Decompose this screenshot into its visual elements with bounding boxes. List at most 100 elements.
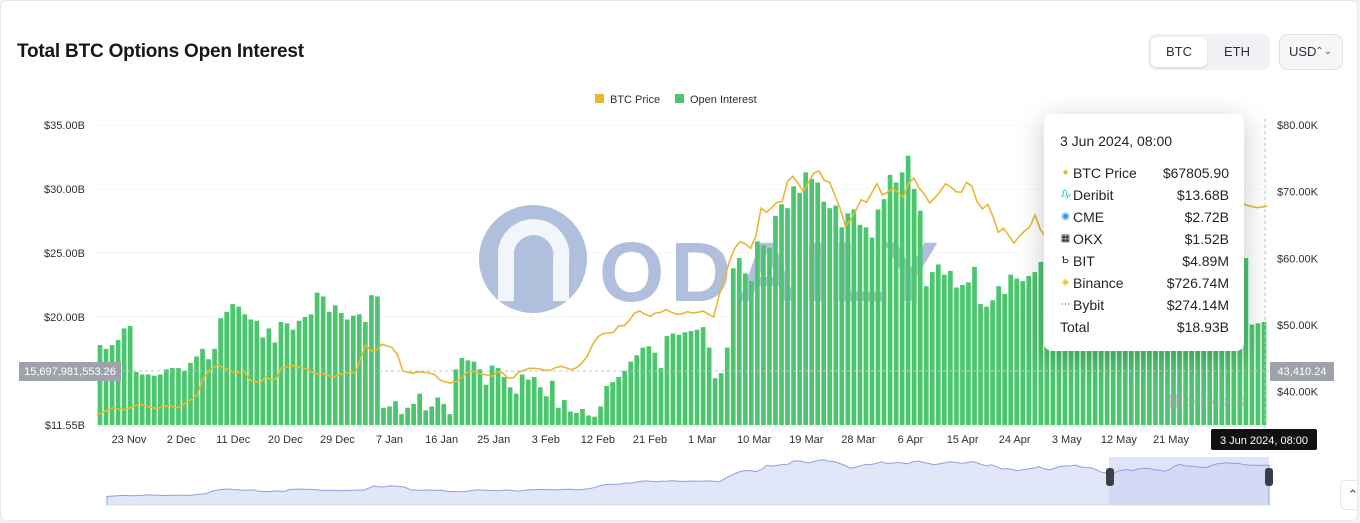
oi-bar	[387, 406, 392, 425]
oi-bar	[435, 397, 441, 425]
oi-bar	[314, 292, 320, 425]
oi-bar	[622, 370, 628, 425]
oi-bar	[556, 407, 561, 425]
oi-bar	[332, 305, 338, 425]
oi-bar	[1002, 293, 1007, 425]
tooltip: 3 Jun 2024, 08:00 ● BTC Price $67805.90 ₯ De…	[1044, 114, 1244, 351]
oi-bar	[423, 410, 429, 425]
oi-bar	[1068, 288, 1074, 425]
tooltip-row-label: Deribit	[1073, 187, 1114, 203]
x-tick-label: 20 Dec	[268, 434, 303, 446]
x-tick-label: 12 Feb	[581, 434, 615, 446]
tooltip-row-value: $4.89M	[1182, 253, 1229, 269]
x-tick-label: 1 Mar	[688, 434, 716, 446]
oi-bar	[1008, 274, 1014, 425]
oi-bar	[477, 369, 483, 425]
chevron-updown-icon: ⌃⌄	[1315, 46, 1332, 57]
oi-bar	[405, 407, 410, 425]
oi-bar	[881, 199, 887, 425]
oi-bar	[1014, 278, 1020, 425]
x-tick-label: 11 Dec	[216, 434, 251, 446]
brand-text: coinglass	[1186, 393, 1244, 409]
x-tick-label: 24 Apr	[999, 434, 1031, 446]
tooltip-date: 3 Jun 2024, 08:00	[1060, 133, 1173, 149]
chevron-up-icon: ⌃	[1347, 487, 1358, 502]
tab-eth[interactable]: ETH	[1224, 44, 1250, 59]
oi-bar	[809, 178, 815, 425]
x-axis: 23 Nov 2 Dec 11 Dec 20 Dec 29 Dec 7 Jan 16 Jan…	[97, 425, 1267, 446]
crosshair-left-label: 15,697,981,553.26	[19, 362, 121, 381]
oi-bar	[736, 258, 742, 425]
tooltip-row: ◈ Binance $726.74M	[1060, 272, 1229, 294]
oi-bar	[857, 224, 863, 425]
bybit-icon: ⋯	[1060, 299, 1071, 310]
cme-icon: ◉	[1061, 211, 1070, 222]
x-tick-label: 28 Mar	[841, 434, 876, 446]
oi-bar	[574, 412, 579, 425]
oi-bar	[212, 348, 217, 425]
oi-bar	[779, 204, 784, 425]
oi-bar	[531, 377, 537, 425]
y-right-tick-label: $70.00K	[1277, 187, 1319, 199]
oi-bar	[863, 227, 869, 425]
oi-bar	[682, 332, 688, 425]
oi-bar	[483, 384, 489, 425]
oi-bar	[767, 247, 772, 425]
tab-btc[interactable]: BTC	[1151, 37, 1207, 67]
oi-bar	[646, 346, 652, 425]
oi-bar	[592, 416, 597, 425]
oi-bar	[694, 329, 700, 425]
deribit-icon: ₯	[1060, 189, 1071, 200]
oi-bar	[1243, 258, 1249, 425]
oi-bar	[302, 316, 308, 425]
y-right-tick-label: $60.00K	[1277, 253, 1319, 265]
tooltip-row-label: BIT	[1073, 253, 1095, 269]
oi-bar	[616, 377, 622, 425]
watermark-circle	[479, 205, 587, 313]
oi-bar	[1189, 277, 1194, 425]
crosshair-x-label: 3 Jun 2024, 08:00	[1211, 429, 1317, 450]
oi-bar	[381, 407, 386, 425]
scroll-up-button[interactable]: ⌃	[1340, 480, 1358, 510]
oi-bar	[839, 227, 845, 425]
oi-bar	[471, 361, 477, 425]
oi-bar	[260, 337, 266, 425]
currency-select-value: USD	[1289, 44, 1317, 59]
oi-bar	[157, 374, 163, 425]
oi-bar	[718, 373, 724, 425]
y-right-tick-label: $50.00K	[1277, 320, 1319, 332]
legend-label: BTC Price	[610, 94, 660, 106]
x-tick-label: 3 Feb	[532, 434, 560, 446]
oi-bar	[254, 320, 260, 425]
oi-bar	[917, 210, 923, 425]
oi-bar	[399, 414, 404, 425]
oi-bar	[97, 345, 103, 425]
oi-bar	[369, 295, 374, 425]
tooltip-row: ◉ CME $2.72B	[1060, 206, 1229, 228]
oi-bar	[706, 347, 712, 425]
oi-bar	[1092, 286, 1098, 425]
x-tick-label: 6 Apr	[898, 434, 924, 446]
oi-bar	[875, 209, 881, 425]
y-right-tick-label: $80.00K	[1277, 120, 1319, 132]
oi-bar	[941, 274, 947, 425]
oi-bar	[1207, 279, 1213, 425]
crosshair-x-value: 3 Jun 2024, 08:00	[1220, 435, 1308, 447]
watermark-text: ODAILY	[599, 225, 945, 319]
x-tick-label: 19 Mar	[789, 434, 824, 446]
oi-bar	[803, 172, 808, 425]
oi-bar	[1056, 305, 1062, 425]
tooltip-row-value: $274.14M	[1166, 297, 1229, 313]
oi-bar	[266, 328, 272, 425]
tooltip-row-label: BTC Price	[1073, 165, 1137, 181]
oi-bar	[1086, 283, 1092, 425]
brand-watermark: coinglass	[1166, 393, 1244, 409]
currency-select[interactable]: USD ⌃⌄	[1279, 34, 1343, 70]
y-axis-right: $80.00K $70.00K $60.00K $50.00K $40.00K	[1277, 120, 1319, 399]
x-tick-label: 25 Jan	[477, 434, 510, 446]
oi-bar	[598, 406, 603, 425]
oi-bar	[948, 270, 953, 425]
x-tick-label: 21 May	[1153, 434, 1190, 446]
